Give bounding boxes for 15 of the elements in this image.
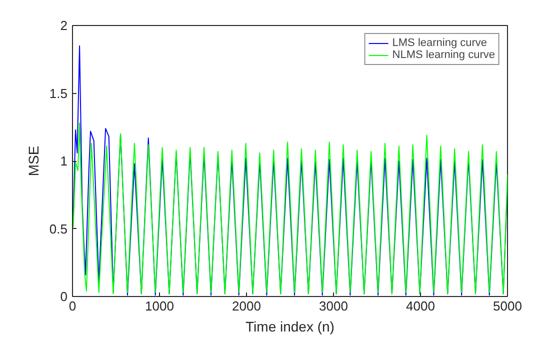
legend-label: NLMS learning curve [392, 49, 495, 61]
line-series [72, 122, 508, 294]
x-tick-label: 1000 [145, 298, 174, 314]
y-tick-label: 0.5 [49, 221, 68, 236]
y-tick-label: 0 [60, 289, 68, 304]
y-tick-label: 2 [60, 18, 68, 33]
x-tick-label: 3000 [319, 298, 348, 314]
y-tick-label: 1 [60, 154, 68, 168]
x-tick-label: 2000 [232, 298, 261, 314]
legend-label: LMS learning curve [392, 37, 488, 49]
y-tick-label: 1.5 [49, 86, 68, 101]
x-axis-title: Time index (n) [246, 318, 334, 334]
x-tick-label: 4000 [406, 298, 435, 314]
x-tick-label: 5000 [493, 298, 522, 314]
y-axis-title: MSE [25, 146, 42, 176]
